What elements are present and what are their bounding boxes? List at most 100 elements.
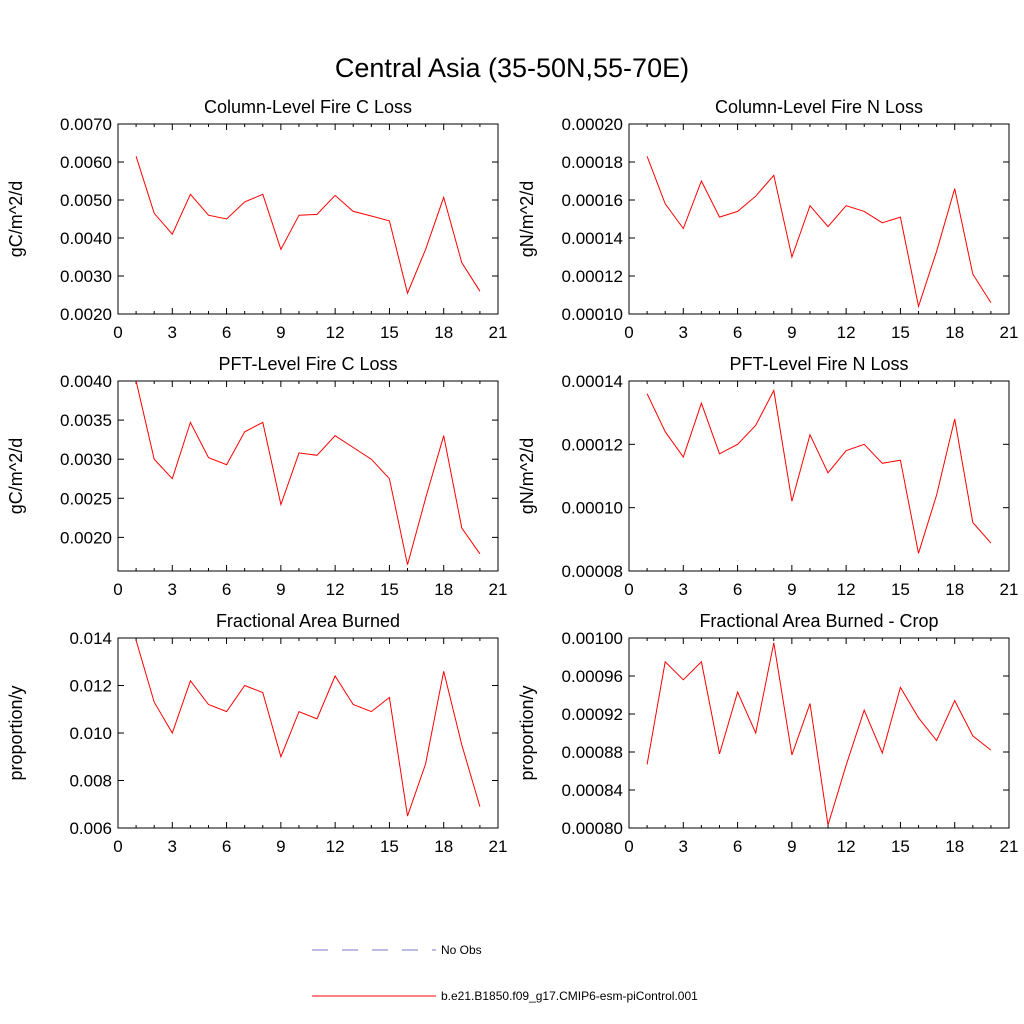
panel-title: Fractional Area Burned - Crop	[699, 611, 938, 631]
y-tick-label: 0.0040	[60, 229, 112, 248]
y-tick-label: 0.00092	[562, 705, 623, 724]
y-tick-label: 0.00084	[562, 781, 623, 800]
x-tick-label: 9	[787, 323, 796, 342]
x-tick-label: 12	[326, 837, 345, 856]
y-tick-label: 0.0020	[60, 528, 112, 547]
x-tick-label: 18	[945, 580, 964, 599]
x-tick-label: 9	[787, 580, 796, 599]
y-tick-label: 0.00020	[562, 115, 623, 134]
plot-frame	[117, 380, 499, 572]
figure-title: Central Asia (35-50N,55-70E)	[335, 53, 689, 83]
y-tick-label: 0.0035	[60, 411, 112, 430]
y-axis-label: proportion/y	[517, 685, 537, 780]
plot-frame	[117, 637, 499, 829]
legend-label: No Obs	[441, 943, 482, 957]
x-tick-label: 12	[837, 580, 856, 599]
x-tick-label: 21	[1000, 837, 1019, 856]
x-tick-label: 6	[222, 580, 231, 599]
x-tick-label: 18	[434, 580, 453, 599]
x-tick-label: 6	[733, 837, 742, 856]
x-tick-label: 3	[168, 580, 177, 599]
series-line-1	[135, 640, 481, 817]
x-tick-label: 21	[489, 580, 508, 599]
x-tick-label: 15	[380, 580, 399, 599]
x-tick-label: 21	[489, 837, 508, 856]
x-tick-label: 18	[945, 323, 964, 342]
x-tick-label: 9	[276, 580, 285, 599]
x-tick-label: 3	[168, 837, 177, 856]
plot-frame	[628, 123, 1010, 315]
y-tick-label: 0.0060	[60, 153, 112, 172]
panel-5: Fractional Area Burned proportion/y 0 3 6 9 12…	[6, 611, 507, 856]
y-tick-label: 0.00008	[562, 562, 623, 581]
y-tick-label: 0.00012	[562, 435, 623, 454]
panel-title: PFT-Level Fire N Loss	[729, 354, 908, 374]
y-tick-label: 0.00012	[562, 267, 623, 286]
x-tick-label: 0	[624, 837, 633, 856]
y-tick-label: 0.0050	[60, 191, 112, 210]
panel-4: PFT-Level Fire N Loss gN/m^2/d 0 3 6 9 12 15 18 2…	[517, 354, 1018, 599]
x-tick-label: 15	[891, 323, 910, 342]
series-line-1	[646, 156, 992, 309]
panels-group: Column-Level Fire C Loss gC/m^2/d 0 3 6 9 12 15…	[6, 97, 1018, 856]
x-tick-label: 0	[624, 580, 633, 599]
panel-title: PFT-Level Fire C Loss	[218, 354, 397, 374]
x-tick-label: 9	[276, 323, 285, 342]
x-tick-label: 0	[624, 323, 633, 342]
plot-frame	[117, 123, 499, 315]
y-tick-label: 0.00088	[562, 743, 623, 762]
plot-frame	[628, 380, 1010, 572]
series-line-1	[135, 380, 481, 565]
y-tick-label: 0.00010	[562, 499, 623, 518]
x-tick-label: 3	[679, 837, 688, 856]
panel-6: Fractional Area Burned - Crop proportion/…	[517, 611, 1018, 856]
x-tick-label: 15	[891, 837, 910, 856]
legend: No Obs b.e21.B1850.f09_g17.CMIP6-esm-piCo…	[312, 943, 698, 1003]
y-tick-label: 0.0025	[60, 489, 112, 508]
panel-title: Column-Level Fire C Loss	[204, 97, 412, 117]
x-tick-label: 15	[891, 580, 910, 599]
panel-title: Fractional Area Burned	[216, 611, 400, 631]
panel-3: PFT-Level Fire C Loss gC/m^2/d 0 3 6 9 12 15 18 2…	[6, 354, 507, 599]
y-tick-label: 0.0070	[60, 115, 112, 134]
plot-frame	[628, 637, 1010, 829]
x-tick-label: 0	[113, 323, 122, 342]
series-line-1	[646, 388, 992, 554]
series-line-1	[646, 642, 992, 826]
panel-title: Column-Level Fire N Loss	[715, 97, 923, 117]
y-tick-label: 0.00100	[562, 629, 623, 648]
y-axis-label: gN/m^2/d	[517, 181, 537, 257]
series-line-1	[135, 156, 481, 295]
x-tick-label: 3	[679, 580, 688, 599]
x-tick-label: 3	[679, 323, 688, 342]
legend-label: b.e21.B1850.f09_g17.CMIP6-esm-piControl.…	[441, 989, 698, 1003]
x-tick-label: 12	[326, 580, 345, 599]
y-tick-label: 0.0040	[60, 372, 112, 391]
y-tick-label: 0.006	[69, 819, 112, 838]
x-tick-label: 0	[113, 580, 122, 599]
y-axis-label: proportion/y	[6, 685, 26, 780]
x-tick-label: 12	[326, 323, 345, 342]
y-axis-label: gC/m^2/d	[6, 181, 26, 257]
x-tick-label: 18	[434, 323, 453, 342]
y-tick-label: 0.0030	[60, 267, 112, 286]
x-tick-label: 0	[113, 837, 122, 856]
x-tick-label: 6	[222, 837, 231, 856]
y-tick-label: 0.00016	[562, 191, 623, 210]
x-tick-label: 9	[787, 837, 796, 856]
y-tick-label: 0.010	[69, 724, 112, 743]
x-tick-label: 6	[222, 323, 231, 342]
y-tick-label: 0.00018	[562, 153, 623, 172]
x-tick-label: 3	[168, 323, 177, 342]
legend-item-2: b.e21.B1850.f09_g17.CMIP6-esm-piControl.…	[312, 989, 698, 1003]
y-tick-label: 0.012	[69, 677, 112, 696]
x-tick-label: 15	[380, 323, 399, 342]
panel-1: Column-Level Fire C Loss gC/m^2/d 0 3 6 9 12 15…	[6, 97, 507, 342]
y-tick-label: 0.014	[69, 629, 112, 648]
x-tick-label: 12	[837, 837, 856, 856]
x-tick-label: 21	[1000, 580, 1019, 599]
x-tick-label: 6	[733, 323, 742, 342]
x-tick-label: 18	[945, 837, 964, 856]
x-tick-label: 9	[276, 837, 285, 856]
